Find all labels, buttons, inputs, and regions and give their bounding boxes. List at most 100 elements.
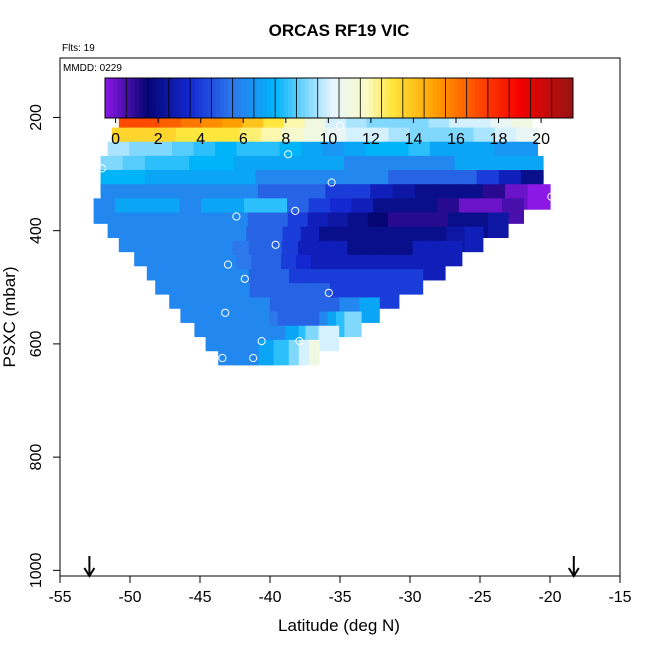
x-tick-label: -55 [48,589,71,606]
heatmap-cell [211,311,220,338]
heatmap-cell [331,325,340,352]
colorbar-segment [253,78,259,118]
colorbar-segment [236,78,242,118]
heatmap-cell [299,297,311,323]
heatmap-cell [298,339,305,366]
colorbar-segment [517,78,523,118]
heatmap-cell [294,311,304,338]
heatmap-cell [249,297,261,323]
obs-marker [221,308,230,317]
obs-marker [240,274,249,283]
heatmap-cell [309,297,321,323]
colorbar-segment [496,78,502,118]
colorbar-segment [190,78,195,118]
colorbar-segment [164,78,170,118]
colorbar-segment [458,78,463,118]
colorbar-segment [547,78,553,118]
colorbar-segment [428,78,433,118]
obs-marker [209,402,219,411]
colorbar-tick-label: 14 [405,131,423,148]
colorbar-segment [377,78,382,118]
heatmap-cell [232,325,240,352]
obs-marker [295,337,304,346]
plot-area [92,99,556,453]
heatmap-cell [278,339,285,366]
heatmap-cell [233,339,239,366]
x-axis-label: Latitude (deg N) [278,616,400,635]
colorbar-segment [270,78,276,118]
colorbar-segment [339,78,344,118]
colorbar-segment [228,78,234,118]
heatmap-cell [430,254,446,281]
heatmap-cell [263,339,270,366]
colorbar-segment [249,78,255,118]
colorbar-segment [441,78,446,118]
colorbar-segment [555,78,561,118]
colorbar-segment [219,78,225,118]
colorbar-segment [105,78,110,118]
heatmap-cell [464,226,484,253]
colorbar-tick-label: 10 [319,131,337,148]
colorbar-segment [313,78,319,118]
colorbar-segment [321,78,327,118]
heatmap-cell [319,311,329,338]
colorbar-segment [356,78,361,118]
x-tick-label: -15 [608,589,631,606]
obs-marker [291,206,300,215]
x-tick-label: -20 [538,589,561,606]
heatmap-cell [265,325,273,352]
colorbar-segment [147,78,153,118]
x-tick-label: -30 [398,589,421,606]
heatmap-cell [277,311,287,338]
heatmap-cell [288,339,295,366]
colorbar-segment [453,78,459,118]
colorbar-segment [130,78,136,118]
date-label: MMDD: 0229 [63,63,122,74]
heatmap-cell [258,325,267,352]
heatmap-cell [339,297,350,323]
colorbar-segment [177,78,182,118]
y-tick-label: 800 [28,444,45,471]
heatmap-cell [311,311,320,338]
colorbar-segment [534,78,540,118]
colorbar-segment [564,78,570,118]
chart-title: ORCAS RF19 VIC [269,21,410,40]
heatmap-cell [220,297,231,323]
colorbar-segment [198,78,204,118]
colorbar-segment [245,78,251,118]
heatmap-cell [292,325,300,352]
colorbar-segment [368,78,374,118]
heatmap-cell [313,339,320,366]
colorbar-segment [390,78,395,118]
heatmap-cell [218,339,224,366]
colorbar-segment [347,78,353,118]
obs-marker [232,212,241,221]
colorbar-segment [215,78,221,118]
heatmap-cell [312,325,320,352]
heatmap-cell [236,311,245,338]
colorbar-segment [351,78,357,118]
heatmap-cell [218,325,227,352]
heatmap-cell [273,339,280,366]
colorbar-segment [360,78,365,118]
obs-marker [320,370,329,380]
colorbar-segment [411,78,416,118]
heatmap-cell [336,311,345,338]
colorbar-segment [479,78,485,118]
colorbar-segment [364,78,370,118]
down-arrow-head [83,567,96,578]
colorbar-segment [143,78,148,118]
colorbar-segment [185,78,191,118]
colorbar-segment [266,78,272,118]
colorbar-segment [211,78,217,118]
heatmap-cell [325,325,333,352]
heatmap-cell [278,325,286,352]
y-tick-label: 1000 [28,552,45,588]
heatmap-cell [205,325,213,352]
heatmap-cell [202,311,212,338]
obs-marker [254,444,263,453]
colorbar-segment [173,78,178,118]
heatmap-cell [487,212,509,239]
colorbar-segment [466,78,472,118]
colorbar-tick-label: 16 [447,131,465,148]
